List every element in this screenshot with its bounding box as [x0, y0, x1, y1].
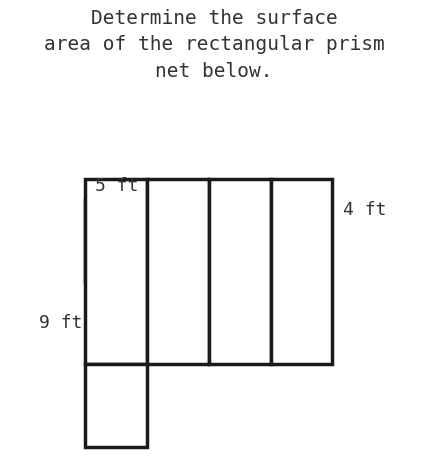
Text: 9 ft: 9 ft — [39, 314, 82, 332]
Bar — [86, 200, 147, 282]
Bar — [270, 180, 332, 365]
Text: 4 ft: 4 ft — [342, 201, 386, 219]
Bar — [147, 180, 209, 365]
Text: 5 ft: 5 ft — [95, 177, 138, 195]
Bar — [86, 180, 147, 365]
Bar — [86, 365, 147, 447]
Text: Determine the surface
area of the rectangular prism
net below.: Determine the surface area of the rectan… — [44, 9, 384, 81]
Bar — [209, 180, 270, 365]
